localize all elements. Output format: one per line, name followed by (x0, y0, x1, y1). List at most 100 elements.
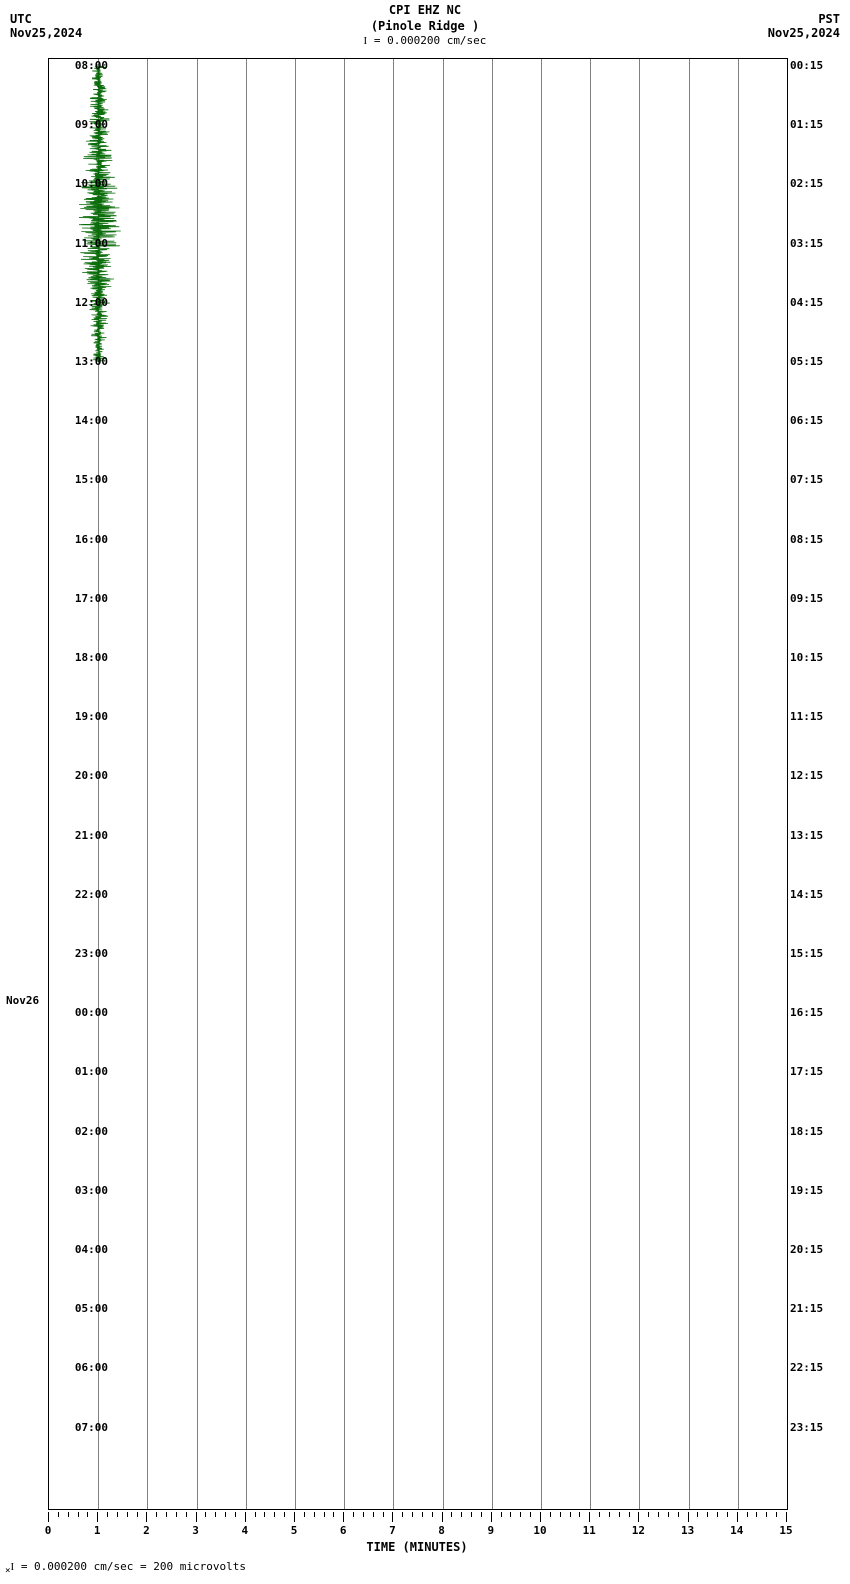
x-tick-minor (412, 1512, 413, 1517)
x-tick-minor (324, 1512, 325, 1517)
pst-time-label: 11:15 (790, 710, 823, 723)
x-tick-minor (78, 1512, 79, 1517)
gridline (344, 59, 345, 1509)
x-tick-minor (697, 1512, 698, 1517)
x-tick-minor (264, 1512, 265, 1517)
x-tick-label: 2 (143, 1524, 150, 1537)
seismic-trace (49, 1117, 787, 1118)
seismic-trace (49, 599, 787, 600)
seismic-trace (49, 1235, 787, 1236)
header: UTC Nov25,2024 CPI EHZ NC (Pinole Ridge … (0, 0, 850, 55)
seismic-trace (49, 791, 787, 792)
utc-time-label: 10:00 (75, 177, 108, 190)
seismic-trace (49, 1339, 787, 1340)
gridline (639, 59, 640, 1509)
x-tick-label: 13 (681, 1524, 694, 1537)
x-tick-minor (570, 1512, 571, 1517)
utc-time-label: 22:00 (75, 888, 108, 901)
x-tick (97, 1512, 98, 1522)
x-tick-minor (658, 1512, 659, 1517)
x-tick (737, 1512, 738, 1522)
x-tick (196, 1512, 197, 1522)
seismic-trace (49, 510, 787, 511)
gridline (197, 59, 198, 1509)
seismic-trace (49, 244, 787, 245)
seismic-trace (49, 1457, 787, 1458)
x-tick-minor (727, 1512, 728, 1517)
seismic-trace (49, 1472, 787, 1473)
seismic-trace (49, 1161, 787, 1162)
utc-time-label: 04:00 (75, 1243, 108, 1256)
x-tick-label: 11 (583, 1524, 596, 1537)
x-tick-minor (707, 1512, 708, 1517)
seismic-trace (49, 170, 787, 171)
utc-time-label: 00:00 (75, 1006, 108, 1019)
utc-time-label: 16:00 (75, 533, 108, 546)
seismic-trace (49, 495, 787, 496)
seismic-trace (49, 81, 787, 82)
x-tick-minor (255, 1512, 256, 1517)
seismic-trace (49, 1087, 787, 1088)
x-tick (786, 1512, 787, 1522)
x-tick (688, 1512, 689, 1522)
pst-time-label: 21:15 (790, 1302, 823, 1315)
x-tick-minor (432, 1512, 433, 1517)
utc-time-label: 05:00 (75, 1302, 108, 1315)
pst-time-label: 07:15 (790, 473, 823, 486)
seismic-trace (49, 732, 787, 733)
seismic-trace (49, 1102, 787, 1103)
x-tick-minor (402, 1512, 403, 1517)
seismic-trace (49, 762, 787, 763)
seismic-trace (49, 880, 787, 881)
seismic-trace (49, 658, 787, 659)
seismic-trace (49, 643, 787, 644)
seismic-trace (49, 540, 787, 541)
x-tick-minor (481, 1512, 482, 1517)
seismic-trace (49, 1250, 787, 1251)
seismic-trace (49, 436, 787, 437)
utc-time-label: 13:00 (75, 355, 108, 368)
x-tick-minor (756, 1512, 757, 1517)
x-tick (491, 1512, 492, 1522)
pst-time-label: 23:15 (790, 1421, 823, 1434)
x-tick-minor (461, 1512, 462, 1517)
seismic-trace (49, 865, 787, 866)
pst-time-label: 05:15 (790, 355, 823, 368)
x-tick-label: 10 (533, 1524, 546, 1537)
x-tick (540, 1512, 541, 1522)
x-tick-minor (363, 1512, 364, 1517)
seismic-trace (49, 969, 787, 970)
x-tick-minor (274, 1512, 275, 1517)
seismogram-container: UTC Nov25,2024 CPI EHZ NC (Pinole Ridge … (0, 0, 850, 1584)
x-tick-minor (776, 1512, 777, 1517)
x-tick-minor (137, 1512, 138, 1517)
x-tick-minor (747, 1512, 748, 1517)
seismic-trace (49, 525, 787, 526)
seismic-trace (49, 288, 787, 289)
x-tick-label: 6 (340, 1524, 347, 1537)
seismic-trace (49, 747, 787, 748)
seismic-trace (49, 1354, 787, 1355)
seismic-trace (49, 673, 787, 674)
utc-time-label: 07:00 (75, 1421, 108, 1434)
x-tick-minor (510, 1512, 511, 1517)
seismic-trace (49, 895, 787, 896)
x-tick-minor (235, 1512, 236, 1517)
pst-time-label: 15:15 (790, 947, 823, 960)
x-tick-minor (560, 1512, 561, 1517)
seismic-trace (49, 1368, 787, 1369)
seismic-event (79, 59, 138, 362)
utc-time-label: 01:00 (75, 1065, 108, 1078)
x-tick-label: 1 (94, 1524, 101, 1537)
footer-scale: ×I = 0.000200 cm/sec = 200 microvolts (5, 1560, 246, 1576)
seismic-trace (49, 554, 787, 555)
pst-time-label: 20:15 (790, 1243, 823, 1256)
seismic-trace (49, 273, 787, 274)
x-tick-label: 8 (438, 1524, 445, 1537)
seismic-trace (49, 199, 787, 200)
x-tick-minor (422, 1512, 423, 1517)
seismic-trace (49, 1191, 787, 1192)
pst-time-label: 02:15 (790, 177, 823, 190)
seismic-trace (49, 66, 787, 67)
x-tick-minor (176, 1512, 177, 1517)
